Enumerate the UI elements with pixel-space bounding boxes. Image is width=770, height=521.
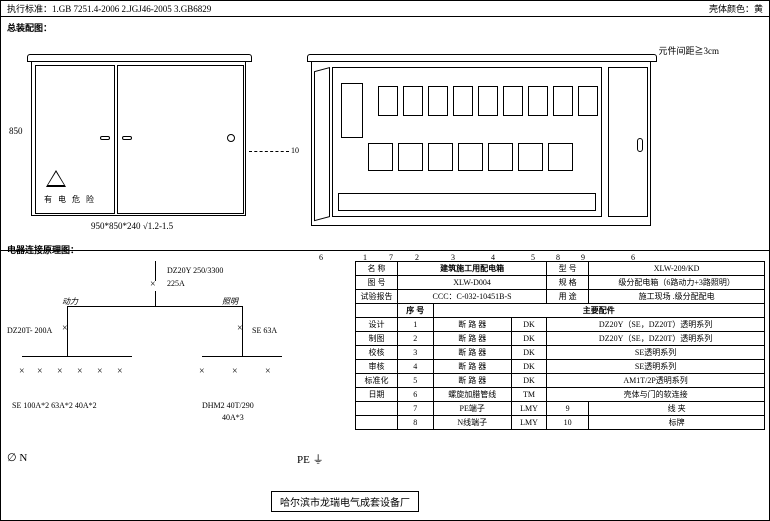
wiring-schematic: DZ20Y 250/3300 225A × 动力 照明 DZ20T- 200A … bbox=[7, 251, 337, 486]
breaker-icon bbox=[378, 86, 398, 116]
assembly-title: 总装配图： bbox=[7, 21, 763, 34]
cabinet-closed: 有 电 危 险 bbox=[31, 61, 246, 216]
warning-label: 有 电 危 险 bbox=[44, 194, 96, 205]
cabinet-open bbox=[311, 61, 651, 226]
manufacturer-label: 哈尔滨市龙瑞电气成套设备厂 bbox=[271, 491, 419, 512]
main-breaker-icon bbox=[341, 83, 363, 138]
shell-color-text: 壳体颜色：黄 bbox=[709, 2, 763, 15]
spacing-note: 元件间距≧3cm bbox=[659, 44, 720, 57]
standards-text: 执行标准：1.GB 7251.4-2006 2.JGJ46-2005 3.GB6… bbox=[7, 2, 211, 15]
callout-10: 10 bbox=[291, 146, 299, 155]
dim-footprint: 950*850*240 √1.2-1.5 bbox=[91, 221, 173, 231]
info-table: 名 称建筑施工用配电箱 型 号XLW-209/KD 图 号XLW-D004 规 … bbox=[355, 261, 765, 430]
assembly-diagram: 有 电 危 险 10 850 950*850*240 √1.2-1.5 元件间距… bbox=[1, 36, 769, 251]
dim-height: 850 bbox=[9, 126, 23, 136]
